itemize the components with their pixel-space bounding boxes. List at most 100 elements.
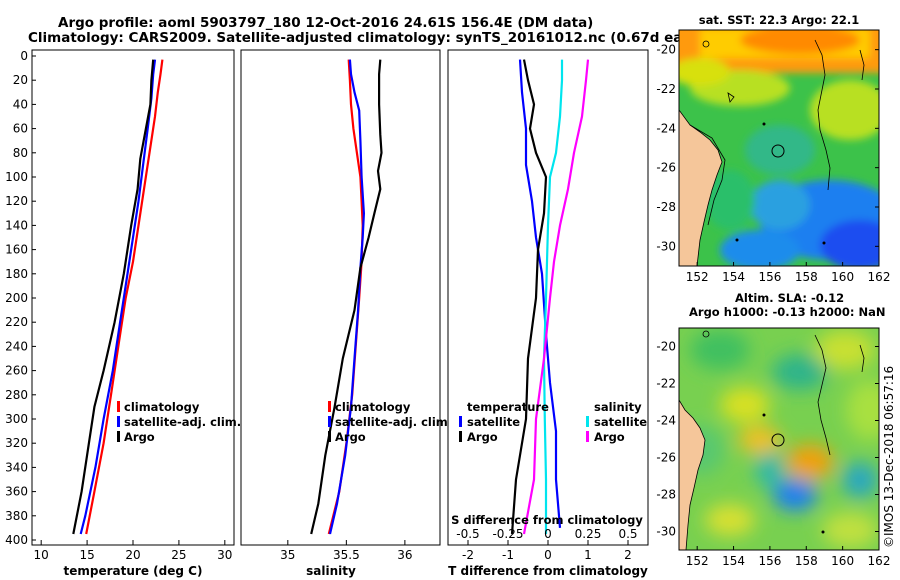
depth-tick-label: 200	[5, 291, 28, 305]
depth-axis-ticks: 0 20 40 60 80 100 120 140 160 180 200 220 240 260 280 3…	[5, 49, 452, 547]
map-lat-tick-label: -20	[656, 43, 676, 57]
legend-swatch-climatology	[117, 401, 120, 412]
x-tick-label: 36	[397, 548, 412, 562]
legend-label-satellite: satellite-adj. clim.	[335, 415, 452, 429]
depth-tick-label: 360	[5, 485, 28, 499]
difference-axis-ticks: -2 -1 0 1 2	[462, 540, 632, 562]
legend-swatch-argo	[117, 431, 120, 442]
depth-tick-label: 80	[13, 146, 28, 160]
map-lon-tick-label: 160	[831, 554, 854, 568]
depth-tick-label: 300	[5, 412, 28, 426]
temperature-lines	[72, 59, 164, 535]
sst-map-field	[679, 30, 879, 266]
depth-tick-label: 380	[5, 509, 28, 523]
map-lat-tick-label: -26	[656, 161, 676, 175]
legend-label-t-satellite: satellite	[467, 415, 520, 429]
series-line-satellite-adj-clim-	[328, 59, 365, 535]
legend-label-satellite: satellite-adj. clim.	[124, 415, 241, 429]
series-line-salinity-argo	[522, 59, 590, 535]
sla-map-panel: Altim. SLA: -0.12 Argo h1000: -0.13 h200…	[656, 291, 890, 569]
salinity-axis-ticks: 35 35.5 36	[280, 540, 413, 562]
x-tick-label: 35	[280, 548, 295, 562]
salinity-panel: 35 35.5 36 climatology satellite-adj. clim…	[240, 49, 452, 578]
sla-map-ticks: 152 154 156 158 160 162 -20 -22 -24 -26 -28 -30	[656, 340, 890, 569]
difference-plot-frame	[447, 49, 649, 546]
temperature-plot-frame	[31, 49, 235, 546]
map-lat-tick-label: -30	[656, 239, 676, 253]
depth-tick-label: 280	[5, 388, 28, 402]
legend-label-s-argo: Argo	[594, 430, 625, 444]
s-tick-label: 0.25	[575, 527, 602, 541]
depth-tick-label: 120	[5, 194, 28, 208]
map-lon-tick-label: 158	[795, 270, 818, 284]
map-lon-tick-label: 152	[686, 554, 709, 568]
map-lat-tick-label: -28	[656, 488, 676, 502]
series-line-temperature-argo	[510, 59, 548, 535]
depth-tick-label: 160	[5, 243, 28, 257]
temperature-panel: 0 20 40 60 80 100 120 140 160 180 200 220 240 260 280 3…	[5, 49, 452, 578]
sla-map-frame	[678, 327, 880, 551]
series-line-climatology	[85, 59, 164, 535]
series-line-temperature-satellite	[518, 59, 562, 528]
depth-tick-label: 340	[5, 460, 28, 474]
legend-swatch-argo	[328, 431, 331, 442]
x-tick-label: 1	[584, 548, 592, 562]
legend-swatch-climatology	[328, 401, 331, 412]
s-tick-label: 0	[544, 527, 552, 541]
salinity-axis-label: salinity	[306, 564, 356, 578]
legend-swatch-t-satellite	[459, 416, 462, 427]
legend-label-t-argo: Argo	[467, 430, 498, 444]
x-tick-label: 10	[34, 548, 49, 562]
s-tick-label: 0.5	[618, 527, 637, 541]
map-lat-tick-label: -24	[656, 414, 676, 428]
depth-tick-label: 260	[5, 364, 28, 378]
sst-map-frame	[678, 29, 880, 267]
legend-swatch-s-satellite	[586, 416, 589, 427]
depth-tick-label: 60	[13, 122, 28, 136]
x-tick-label: 15	[79, 548, 94, 562]
sst-map-panel: sat. SST: 22.3 Argo: 22.1	[656, 13, 890, 284]
depth-tick-label: 220	[5, 315, 28, 329]
depth-tick-label: 40	[13, 97, 28, 111]
series-line-argo	[72, 59, 155, 535]
map-lat-tick-label: -26	[656, 451, 676, 465]
s-difference-axis-label: S difference from climatology	[451, 513, 643, 527]
map-lat-tick-label: -22	[656, 82, 676, 96]
temperature-axis-label: temperature (deg C)	[64, 564, 203, 578]
sla-map-title-line1: Altim. SLA: -0.12	[735, 291, 844, 305]
legend-label-argo: Argo	[124, 430, 155, 444]
map-lon-tick-label: 162	[868, 554, 891, 568]
depth-tick-label: 100	[5, 170, 28, 184]
legend-swatch-s-argo	[586, 431, 589, 442]
map-lon-tick-label: 156	[758, 554, 781, 568]
sla-map-title-line2: Argo h1000: -0.13 h2000: NaN	[689, 305, 885, 319]
salinity-plot-frame	[240, 49, 441, 546]
depth-tick-label: 320	[5, 436, 28, 450]
legend-swatch-satellite	[117, 416, 120, 427]
land-mass	[679, 399, 706, 550]
temperature-legend: climatology satellite-adj. clim. Argo	[117, 400, 241, 444]
map-lon-tick-label: 158	[795, 554, 818, 568]
map-lat-tick-label: -22	[656, 377, 676, 391]
map-lon-tick-label: 160	[831, 270, 854, 284]
map-lon-tick-label: 154	[722, 270, 745, 284]
depth-tick-label: 240	[5, 339, 28, 353]
legend-title-temperature: temperature	[467, 400, 549, 414]
map-lat-tick-label: -28	[656, 200, 676, 214]
depth-tick-label: 180	[5, 267, 28, 281]
figure-title-line1: Argo profile: aoml 5903797_180 12-Oct-20…	[58, 15, 593, 31]
s-tick-label: -0.25	[492, 527, 523, 541]
argo-position-marker	[771, 144, 785, 158]
difference-legend: temperature salinity satellite Argo sate…	[459, 400, 647, 444]
argo-position-marker	[771, 433, 785, 447]
difference-panel: -2 -1 0 1 2 temperature salinity satellite A…	[447, 49, 649, 578]
legend-label-s-satellite: satellite	[594, 415, 647, 429]
salinity-legend: climatology satellite-adj. clim. Argo	[328, 400, 452, 444]
depth-tick-label: 400	[5, 533, 28, 547]
legend-label-argo: Argo	[335, 430, 366, 444]
map-lon-tick-label: 154	[722, 554, 745, 568]
legend-label-climatology: climatology	[124, 400, 200, 414]
map-lon-tick-label: 162	[868, 270, 891, 284]
x-tick-label: 25	[171, 548, 186, 562]
sst-map-ticks: 152 154 156 158 160 162 -20 -22 -24 -26 -28 -30	[656, 43, 890, 284]
